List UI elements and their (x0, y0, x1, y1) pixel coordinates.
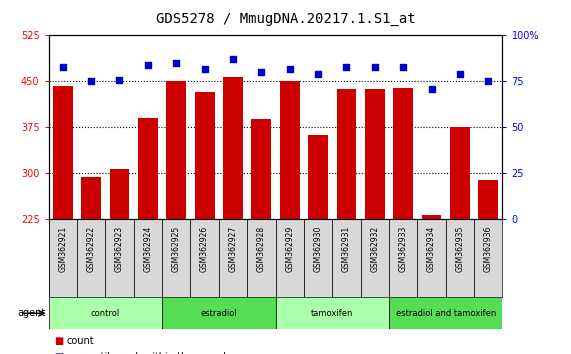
Text: GSM362935: GSM362935 (456, 226, 464, 272)
Text: GSM362922: GSM362922 (87, 226, 95, 272)
Text: count: count (67, 336, 94, 346)
Bar (275, 219, 304, 297)
Bar (138, 118, 158, 219)
Bar (195, 92, 215, 219)
Text: control: control (91, 309, 120, 318)
Text: agent: agent (18, 308, 46, 318)
Bar (247, 219, 275, 297)
Bar (162, 219, 190, 297)
Bar (280, 81, 300, 219)
Bar (134, 219, 162, 297)
Bar (251, 119, 271, 219)
Text: ■: ■ (54, 352, 63, 354)
Bar (49, 219, 77, 297)
Text: GSM362934: GSM362934 (427, 226, 436, 272)
Text: GSM362923: GSM362923 (115, 226, 124, 272)
Text: GDS5278 / MmugDNA.20217.1.S1_at: GDS5278 / MmugDNA.20217.1.S1_at (156, 12, 415, 27)
Bar (446, 219, 474, 297)
Point (455, 71, 464, 77)
Bar (389, 219, 417, 297)
Bar (417, 219, 446, 297)
Bar (478, 179, 498, 219)
Bar (223, 76, 243, 219)
Text: GSM362933: GSM362933 (399, 226, 408, 272)
Bar (332, 219, 361, 297)
Point (484, 79, 493, 84)
Point (427, 86, 436, 92)
Bar (166, 81, 186, 219)
Bar (81, 177, 101, 219)
Point (58, 64, 67, 69)
Text: estradiol: estradiol (200, 309, 237, 318)
Bar (275, 297, 389, 329)
Point (172, 60, 181, 66)
Bar (308, 135, 328, 219)
Bar (190, 219, 219, 297)
Point (115, 77, 124, 82)
Point (143, 62, 152, 68)
Point (200, 66, 209, 72)
Text: GSM362929: GSM362929 (285, 226, 294, 272)
Bar (162, 297, 275, 329)
Point (370, 64, 379, 69)
Bar (336, 90, 356, 219)
Bar (110, 169, 130, 219)
Point (342, 64, 351, 69)
Point (285, 66, 294, 72)
Bar (450, 127, 470, 219)
Text: GSM362924: GSM362924 (143, 226, 152, 272)
Bar (219, 219, 247, 297)
Bar (49, 297, 162, 329)
Point (313, 71, 323, 77)
Text: GSM362930: GSM362930 (313, 226, 323, 272)
Text: GSM362927: GSM362927 (228, 226, 238, 272)
Bar (53, 86, 73, 219)
Point (87, 79, 96, 84)
Bar (365, 89, 385, 219)
Text: ■: ■ (54, 336, 63, 346)
Bar (361, 219, 389, 297)
Point (257, 69, 266, 75)
Bar (393, 87, 413, 219)
Text: GSM362925: GSM362925 (172, 226, 180, 272)
Text: GSM362932: GSM362932 (371, 226, 379, 272)
Bar (389, 297, 502, 329)
Bar (474, 219, 502, 297)
Text: GSM362926: GSM362926 (200, 226, 209, 272)
Text: estradiol and tamoxifen: estradiol and tamoxifen (396, 309, 496, 318)
Text: GSM362936: GSM362936 (484, 226, 493, 272)
Bar (421, 215, 441, 219)
Text: GSM362931: GSM362931 (342, 226, 351, 272)
Point (228, 57, 238, 62)
Bar (77, 219, 105, 297)
Text: tamoxifen: tamoxifen (311, 309, 353, 318)
Point (399, 64, 408, 69)
Text: GSM362921: GSM362921 (58, 226, 67, 272)
Text: GSM362928: GSM362928 (257, 226, 266, 272)
Bar (304, 219, 332, 297)
Bar (105, 219, 134, 297)
Text: percentile rank within the sample: percentile rank within the sample (67, 352, 232, 354)
